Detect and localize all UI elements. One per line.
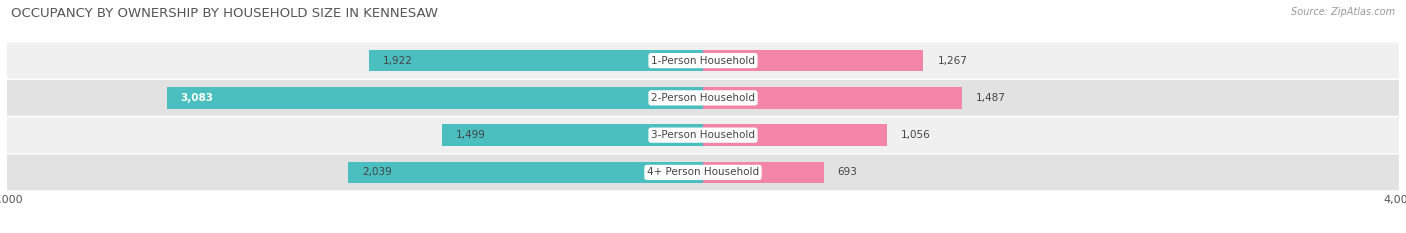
Bar: [368, 50, 703, 71]
FancyBboxPatch shape: [7, 43, 1399, 79]
Text: 4+ Person Household: 4+ Person Household: [647, 168, 759, 177]
FancyBboxPatch shape: [7, 117, 1399, 153]
Text: 2,039: 2,039: [363, 168, 392, 177]
Text: 1,056: 1,056: [901, 130, 931, 140]
Bar: [349, 162, 703, 183]
Bar: [703, 124, 887, 146]
Text: 3-Person Household: 3-Person Household: [651, 130, 755, 140]
Bar: [441, 124, 703, 146]
Text: 1-Person Household: 1-Person Household: [651, 56, 755, 65]
Text: 693: 693: [838, 168, 858, 177]
Text: 1,499: 1,499: [456, 130, 486, 140]
Text: 2-Person Household: 2-Person Household: [651, 93, 755, 103]
Text: 1,487: 1,487: [976, 93, 1005, 103]
Text: 1,922: 1,922: [382, 56, 412, 65]
Bar: [703, 162, 824, 183]
FancyBboxPatch shape: [7, 80, 1399, 116]
FancyBboxPatch shape: [7, 154, 1399, 190]
Text: Source: ZipAtlas.com: Source: ZipAtlas.com: [1291, 7, 1395, 17]
Text: OCCUPANCY BY OWNERSHIP BY HOUSEHOLD SIZE IN KENNESAW: OCCUPANCY BY OWNERSHIP BY HOUSEHOLD SIZE…: [11, 7, 439, 20]
Text: 1,267: 1,267: [938, 56, 967, 65]
Bar: [166, 87, 703, 109]
Bar: [703, 50, 924, 71]
Text: 3,083: 3,083: [180, 93, 214, 103]
Bar: [703, 87, 962, 109]
